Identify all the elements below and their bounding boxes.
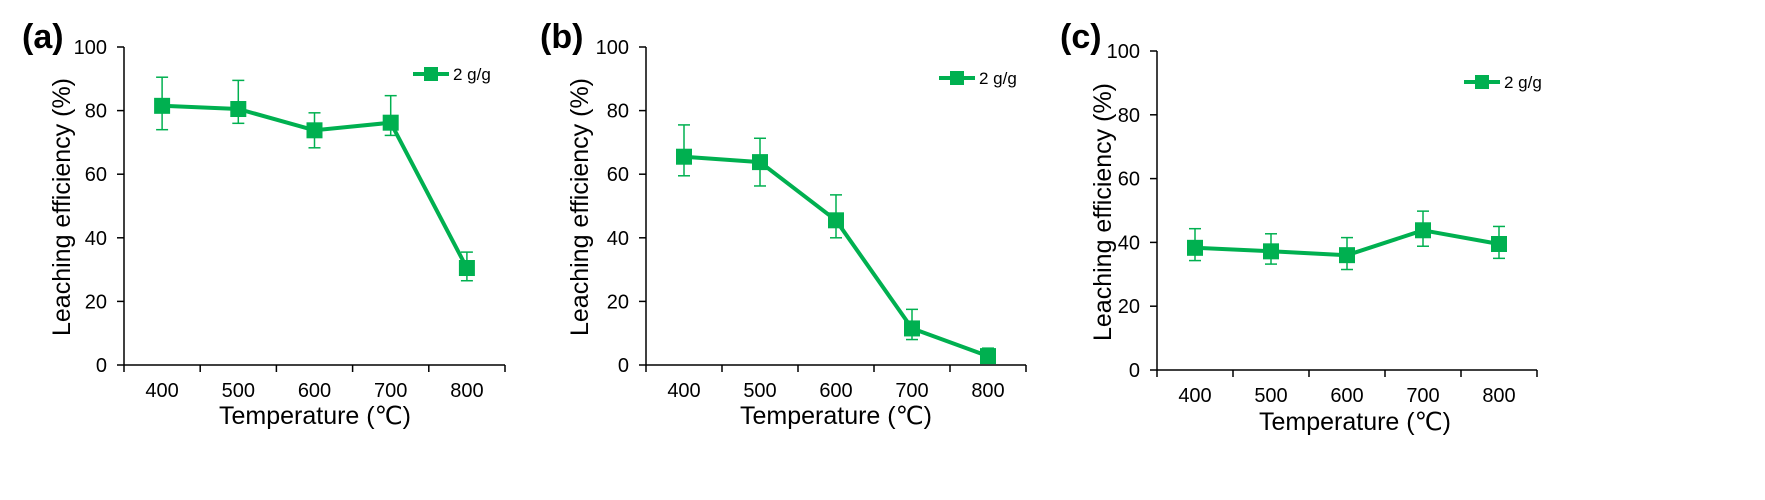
y-tick-label-a: 60: [85, 164, 107, 186]
data-point-a: [382, 114, 399, 131]
y-tick-label-b: 0: [618, 355, 629, 377]
panel-label-c: (c): [1060, 18, 1102, 56]
x-tick-label-c: 800: [1482, 385, 1515, 407]
y-axis-title-c: Leaching efficiency (%): [1089, 83, 1117, 341]
legend-label-a: 2 g/g: [453, 65, 491, 84]
data-point-c: [1339, 247, 1355, 264]
y-tick-label-c: 20: [1118, 296, 1140, 318]
y-tick-label-c: 0: [1129, 360, 1140, 382]
x-tick-label-a: 700: [374, 380, 407, 402]
y-tick-label-b: 80: [607, 101, 629, 123]
x-tick-label-b: 500: [743, 380, 776, 402]
x-tick-label-b: 800: [971, 380, 1004, 402]
y-tick-label-b: 60: [607, 164, 629, 186]
plot-area-c: 0 20 40 60 80 100 400 500 600 700 800: [1107, 41, 1538, 407]
x-tick-label-b: 400: [667, 380, 700, 402]
x-tick-label-c: 500: [1254, 385, 1287, 407]
data-point-c: [1491, 235, 1507, 252]
y-tick-label-a: 0: [96, 355, 107, 377]
data-point-b: [980, 348, 996, 365]
x-tick-label-a: 500: [222, 380, 255, 402]
y-tick-label-a: 100: [74, 37, 107, 59]
legend-marker-b: [950, 71, 964, 85]
series-line-b: [683, 154, 989, 358]
y-tick-label-c: 60: [1118, 169, 1140, 191]
data-point-b: [676, 148, 692, 165]
data-point-b: [828, 212, 844, 229]
legend-b: 2 g/g: [939, 69, 1017, 88]
x-axis-title-a: Temperature (℃): [219, 402, 411, 430]
data-point-a: [458, 260, 475, 277]
y-tick-label-a: 40: [85, 228, 107, 250]
data-point-c: [1263, 243, 1279, 260]
plot-area-a: 0 20 40 60 80 100 400 500 600 700 800: [74, 37, 506, 402]
data-point-a: [230, 101, 247, 118]
data-point-b: [752, 154, 768, 171]
data-point-a: [306, 122, 323, 139]
chart-panel-a: (a) Leaching efficiency (%) Temperature …: [22, 18, 506, 430]
legend-c: 2 g/g: [1464, 73, 1542, 92]
y-tick-label-c: 100: [1107, 41, 1140, 63]
data-point-a: [154, 97, 171, 114]
data-point-c: [1187, 239, 1203, 256]
legend-marker-a: [424, 67, 438, 81]
y-tick-label-b: 20: [607, 291, 629, 313]
y-tick-label-c: 80: [1118, 105, 1140, 127]
x-tick-label-b: 700: [895, 380, 928, 402]
plot-area-b: 0 20 40 60 80 100 400 500 600 700 800: [596, 37, 1027, 402]
x-tick-label-c: 700: [1406, 385, 1439, 407]
x-tick-label-a: 800: [450, 380, 483, 402]
data-point-c: [1415, 222, 1431, 239]
x-axis-title-c: Temperature (℃): [1259, 408, 1451, 436]
y-tick-label-a: 20: [85, 291, 107, 313]
y-tick-label-c: 40: [1118, 232, 1140, 254]
x-tick-label-c: 600: [1330, 385, 1363, 407]
legend-a: 2 g/g: [413, 65, 491, 84]
y-tick-label-a: 80: [85, 101, 107, 123]
x-axis-title-b: Temperature (℃): [740, 402, 932, 430]
legend-marker-c: [1475, 75, 1489, 89]
y-axis-title-a: Leaching efficiency (%): [48, 78, 76, 336]
x-tick-label-c: 400: [1178, 385, 1211, 407]
x-tick-label-b: 600: [819, 380, 852, 402]
data-point-b: [904, 320, 920, 337]
legend-label-b: 2 g/g: [979, 69, 1017, 88]
panel-label-a: (a): [22, 18, 64, 56]
y-tick-label-b: 100: [596, 37, 629, 59]
y-axis-title-b: Leaching efficiency (%): [566, 78, 594, 336]
panel-label-b: (b): [540, 18, 583, 56]
x-tick-label-a: 400: [145, 380, 178, 402]
chart-panel-b: (b) Leaching efficiency (%) Temperature …: [540, 18, 1027, 430]
chart-panel-c: (c) Leaching efficiency (%) Temperature …: [1060, 18, 1542, 436]
x-tick-label-a: 600: [298, 380, 331, 402]
y-tick-label-b: 40: [607, 228, 629, 250]
legend-label-c: 2 g/g: [1504, 73, 1542, 92]
